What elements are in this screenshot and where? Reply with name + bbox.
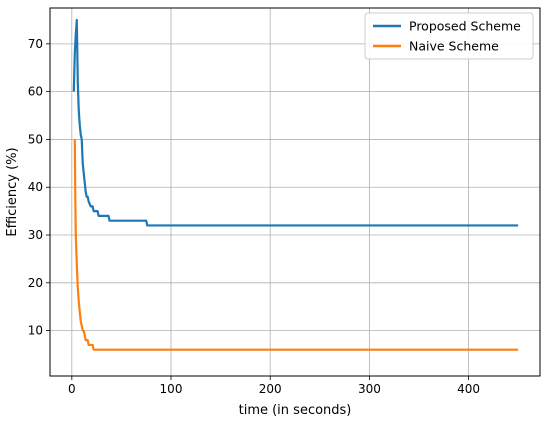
legend: Proposed Scheme Naive Scheme (364, 12, 534, 60)
x-axis-label: time (in seconds) (239, 403, 352, 418)
series-line-naive (73, 139, 519, 351)
y-tick-label: 30 (28, 228, 43, 242)
x-tick-label: 0 (68, 382, 76, 396)
legend-box (364, 12, 534, 60)
y-tick-label: 70 (28, 37, 43, 51)
grid-lines (50, 8, 540, 376)
x-axis-ticks: 0 100 200 300 400 (68, 376, 480, 396)
y-axis-ticks: 10 20 30 40 50 60 70 (28, 37, 50, 338)
legend-label: Naive Scheme (409, 39, 499, 54)
series-lines (72, 18, 519, 351)
legend-label: Proposed Scheme (409, 19, 521, 34)
x-tick-label: 400 (457, 382, 480, 396)
plot-frame (49, 7, 541, 377)
y-tick-label: 40 (28, 180, 43, 194)
series-line-proposed (72, 18, 519, 227)
y-tick-label: 20 (28, 276, 43, 290)
y-tick-label: 10 (28, 324, 43, 338)
x-tick-label: 100 (160, 382, 183, 396)
x-tick-label: 200 (259, 382, 282, 396)
x-tick-label: 300 (358, 382, 381, 396)
y-axis-label: Efficiency (%) (5, 147, 20, 236)
y-tick-label: 60 (28, 85, 43, 99)
y-tick-label: 50 (28, 132, 43, 146)
